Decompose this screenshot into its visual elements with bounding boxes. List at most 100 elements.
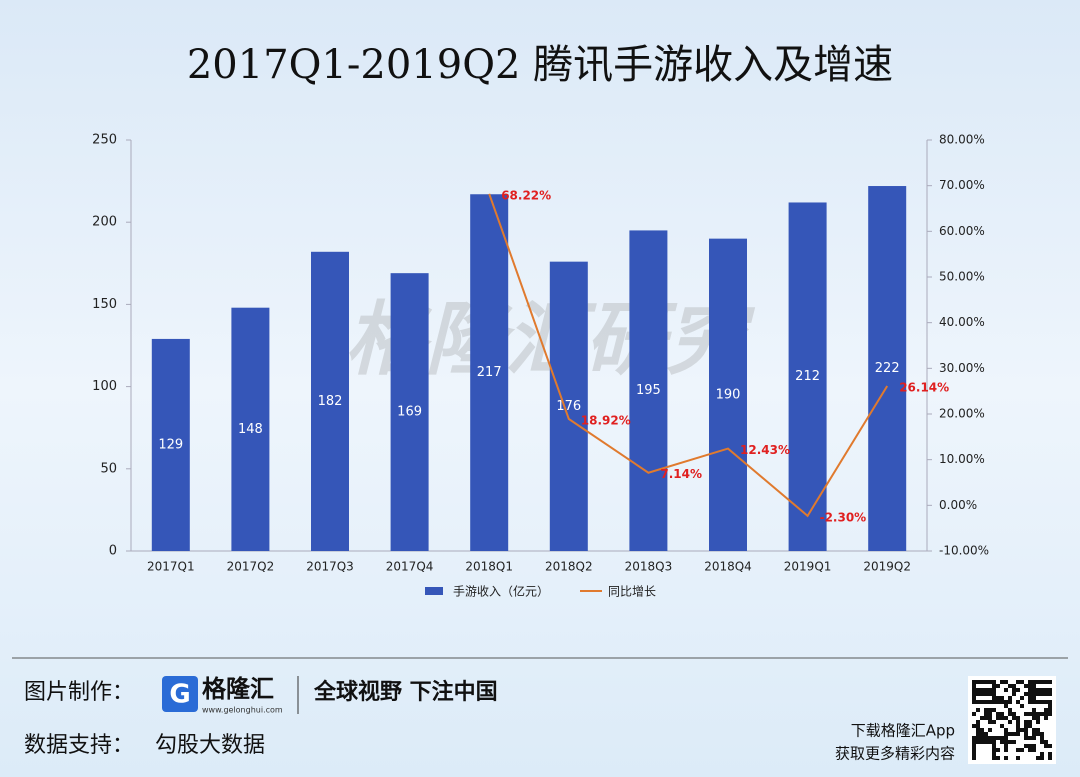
brand-logo-letter: G [169, 680, 190, 710]
bar [629, 230, 668, 552]
qr-cell [1008, 684, 1012, 688]
qr-cell [1000, 736, 1004, 740]
qr-cell [976, 708, 980, 712]
qr-cell [976, 720, 980, 724]
qr-cell [992, 720, 996, 724]
qr-cell [1004, 740, 1008, 744]
qr-cell [1036, 728, 1040, 732]
qr-cell [980, 732, 984, 736]
qr-cell [992, 680, 996, 684]
qr-cell [1012, 684, 1016, 688]
qr-cell [984, 740, 988, 744]
qr-cell [1032, 680, 1036, 684]
qr-cell [1016, 716, 1020, 720]
qr-cell [1028, 692, 1032, 696]
x-tick-label: 2017Q2 [227, 560, 275, 574]
footer-made-by: 图片制作： [24, 680, 134, 705]
legend-swatch [425, 587, 443, 595]
qr-cell [984, 692, 988, 696]
qr-cell [1012, 732, 1016, 736]
qr-cell [1004, 688, 1008, 692]
y2-tick-label: 0.00% [939, 498, 977, 512]
line-value-label: 18.92% [581, 413, 631, 427]
qr-cell [972, 684, 976, 688]
qr-cell [1028, 736, 1032, 740]
qr-cell [1004, 728, 1008, 732]
qr-cell [1000, 716, 1004, 720]
qr-cell [1016, 732, 1020, 736]
x-tick-label: 2019Q2 [863, 560, 911, 574]
qr-cell [1040, 740, 1044, 744]
qr-cell [988, 712, 992, 716]
qr-cell [1048, 704, 1052, 708]
qr-cell [1032, 716, 1036, 720]
qr-cell [1032, 728, 1036, 732]
y2-tick-label: 20.00% [939, 407, 985, 421]
qr-cell [1032, 696, 1036, 700]
bar-value-label: 190 [716, 387, 741, 402]
qr-cell [1044, 688, 1048, 692]
qr-cell [980, 716, 984, 720]
qr-cell [972, 736, 976, 740]
qr-cell [1016, 700, 1020, 704]
bar-value-label: 195 [636, 383, 661, 398]
qr-cell [1036, 688, 1040, 692]
qr-cell [996, 736, 1000, 740]
y-tick-label: 150 [92, 297, 117, 312]
qr-cell [1028, 744, 1032, 748]
qr-cell [1016, 720, 1020, 724]
footer-more: 获取更多精彩内容 [835, 745, 955, 763]
chart-title: 2017Q1-2019Q2 腾讯手游收入及增速 [187, 42, 893, 88]
qr-cell [972, 700, 976, 704]
line-value-label: 26.14% [899, 380, 949, 394]
qr-cell [1008, 740, 1012, 744]
qr-cell [972, 748, 976, 752]
qr-cell [1032, 692, 1036, 696]
qr-cell [992, 744, 996, 748]
footer-slogan: 全球视野 下注中国 [313, 679, 498, 705]
bar-value-label: 129 [158, 437, 183, 452]
qr-cell [1036, 756, 1040, 760]
bar-value-label: 176 [556, 399, 581, 414]
qr-cell [988, 680, 992, 684]
qr-cell [1036, 716, 1040, 720]
legend-label: 同比增长 [608, 585, 656, 599]
qr-cell [1024, 684, 1028, 688]
qr-cell [1024, 728, 1028, 732]
qr-cell [1028, 712, 1032, 716]
qr-cell [1000, 712, 1004, 716]
x-tick-label: 2018Q3 [625, 560, 673, 574]
qr-cell [988, 740, 992, 744]
line-value-label: 12.43% [740, 443, 790, 457]
qr-cell [972, 696, 976, 700]
qr-cell [1036, 720, 1040, 724]
legend-label: 手游收入（亿元） [453, 584, 549, 599]
x-tick-label: 2017Q1 [147, 560, 195, 574]
qr-cell [1004, 756, 1008, 760]
y2-tick-label: 70.00% [939, 178, 985, 192]
bar [311, 251, 349, 552]
qr-cell [988, 688, 992, 692]
qr-cell [972, 756, 976, 760]
qr-cell [988, 728, 992, 732]
qr-cell [984, 708, 988, 712]
qr-cell [1040, 680, 1044, 684]
qr-cell [1048, 744, 1052, 748]
qr-cell [996, 684, 1000, 688]
y-tick-label: 200 [92, 215, 117, 230]
qr-cell [1040, 688, 1044, 692]
qr-cell [972, 724, 976, 728]
qr-cell [984, 712, 988, 716]
qr-cell [1020, 748, 1024, 752]
qr-cell [1032, 684, 1036, 688]
qr-cell [1044, 716, 1048, 720]
bar [868, 186, 907, 552]
y-tick-label: 0 [109, 544, 117, 559]
qr-cell [1028, 696, 1032, 700]
qr-cell [1048, 752, 1052, 756]
qr-cell [988, 708, 992, 712]
qr-cell [1004, 700, 1008, 704]
qr-cell [984, 700, 988, 704]
qr-cell [1032, 736, 1036, 740]
